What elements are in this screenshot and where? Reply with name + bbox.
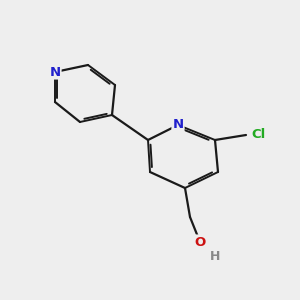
Text: O: O: [194, 236, 206, 248]
Text: Cl: Cl: [251, 128, 265, 142]
Text: N: N: [172, 118, 184, 131]
Text: N: N: [50, 65, 61, 79]
Text: H: H: [210, 250, 220, 262]
